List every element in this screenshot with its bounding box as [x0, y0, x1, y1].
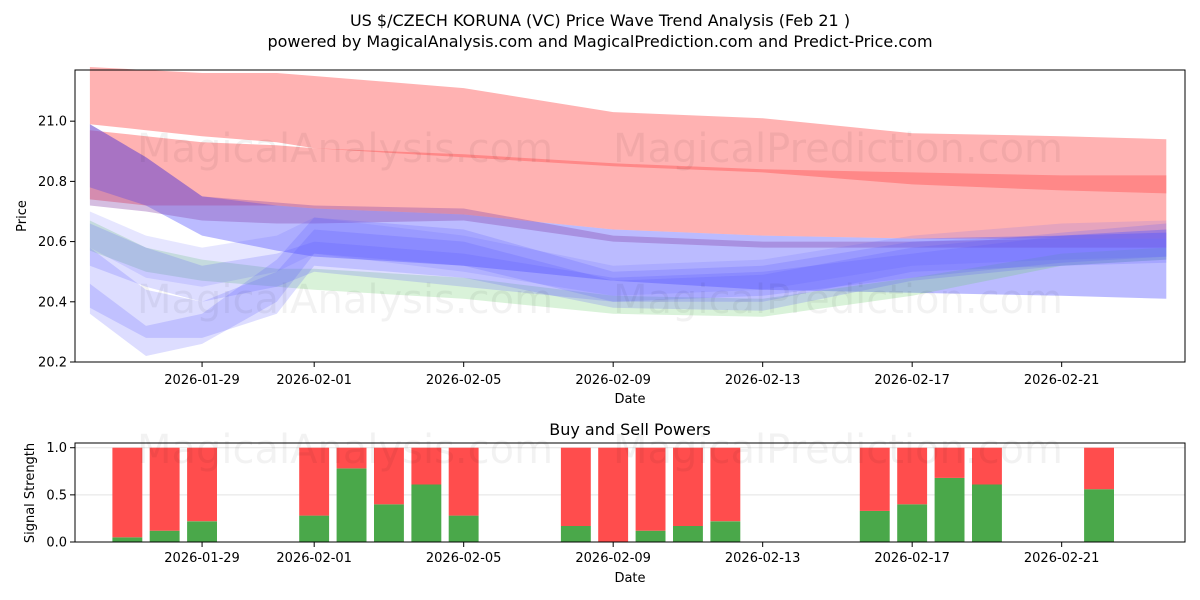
- top-x-axis-label: Date: [614, 392, 645, 407]
- sell-bar: [299, 447, 330, 516]
- top-y-tick-label: 20.4: [38, 295, 67, 310]
- buy-bar: [673, 526, 703, 542]
- buy-bar: [149, 530, 180, 542]
- band-purple-mid: [89, 124, 1167, 248]
- top-y-tick-label: 20.6: [38, 235, 67, 250]
- sell-bar: [897, 447, 928, 505]
- buy-sell-title: Buy and Sell Powers: [549, 420, 711, 439]
- buy-bar: [336, 468, 367, 542]
- sell-bar: [112, 447, 143, 538]
- sell-bar: [859, 447, 890, 511]
- sell-bar: [1084, 447, 1114, 490]
- band-blue-5: [89, 211, 1167, 296]
- sell-bar: [972, 447, 1002, 485]
- sell-bar: [149, 447, 180, 531]
- band-red-lower: [89, 130, 1167, 239]
- bottom-x-axis-label: Date: [614, 571, 645, 586]
- bottom-x-tick-label: 2026-02-01: [276, 551, 352, 566]
- buy-bar: [897, 504, 928, 542]
- top-y-axis-label: Price: [15, 200, 30, 232]
- top-x-axis: 2026-01-29 2026-02-01 2026-02-05 2026-02-09…: [164, 362, 1099, 388]
- bottom-x-tick-label: 2026-02-13: [725, 551, 801, 566]
- watermark-analysis-lower: MagicalAnalysis.com: [137, 277, 553, 323]
- top-x-tick-label: 2026-02-17: [874, 373, 950, 388]
- top-y-tick-label: 20.2: [38, 356, 67, 371]
- buy-bar: [560, 526, 591, 542]
- buy-bar: [448, 515, 479, 542]
- sell-bar: [710, 447, 741, 522]
- bottom-x-tick-label: 2026-02-09: [575, 551, 651, 566]
- sell-bar: [934, 447, 965, 478]
- buy-bar: [411, 484, 442, 542]
- buy-bar: [112, 537, 143, 542]
- bottom-y-tick-label: 0.0: [46, 536, 67, 551]
- bottom-x-tick-label: 2026-01-29: [164, 551, 240, 566]
- watermark-analysis-bottom: MagicalAnalysis.com: [137, 427, 553, 473]
- chart-subtitle: powered by MagicalAnalysis.com and Magic…: [267, 32, 932, 51]
- sell-bar: [374, 447, 404, 505]
- sell-bar: [673, 447, 703, 526]
- buy-bar: [859, 510, 890, 542]
- chart-title: US $/CZECH KORUNA (VC) Price Wave Trend …: [350, 11, 850, 30]
- bottom-x-tick-label: 2026-02-05: [426, 551, 502, 566]
- bottom-plot-frame: [74, 442, 1186, 543]
- top-x-tick-label: 2026-02-05: [426, 373, 502, 388]
- buy-bar: [187, 521, 217, 542]
- buy-bar: [635, 530, 666, 542]
- top-x-tick-label: 2026-02-21: [1024, 373, 1100, 388]
- buy-sell-chart: Buy and Sell Powers MagicalAnalysis.com …: [23, 420, 1186, 586]
- sell-bar: [635, 447, 666, 531]
- watermark-prediction-lower: MagicalPrediction.com: [613, 277, 1063, 323]
- bottom-x-tick-label: 2026-02-17: [874, 551, 950, 566]
- watermark-prediction-upper: MagicalPrediction.com: [613, 126, 1063, 172]
- sell-bar: [187, 447, 217, 522]
- sell-bar: [448, 447, 479, 516]
- band-blue-2: [89, 223, 1167, 302]
- top-y-tick-label: 20.8: [38, 175, 67, 190]
- band-blue-4: [89, 217, 1167, 356]
- buy-bar: [972, 484, 1002, 542]
- buy-bar: [374, 504, 404, 542]
- price-band-chart: MagicalAnalysis.com MagicalPrediction.co…: [15, 67, 1186, 407]
- top-watermarks: MagicalAnalysis.com MagicalPrediction.co…: [137, 126, 1063, 323]
- sell-bar: [560, 447, 591, 526]
- top-x-tick-label: 2026-02-09: [575, 373, 651, 388]
- sell-bar: [336, 447, 367, 469]
- band-blue-long: [89, 124, 1167, 299]
- bottom-y-axis: 0.0 0.5 1.0: [46, 441, 75, 551]
- buy-sell-bars: [112, 447, 1114, 542]
- bottom-x-tick-label: 2026-02-21: [1024, 551, 1100, 566]
- top-x-tick-label: 2026-02-13: [725, 373, 801, 388]
- bottom-watermarks: MagicalAnalysis.com MagicalPrediction.co…: [137, 427, 1063, 473]
- sell-bar: [411, 447, 442, 485]
- buy-bar: [934, 477, 965, 542]
- price-bands: [89, 67, 1167, 356]
- watermark-analysis-upper: MagicalAnalysis.com: [137, 126, 553, 172]
- top-x-tick-label: 2026-02-01: [276, 373, 352, 388]
- bottom-y-tick-label: 0.5: [46, 488, 67, 503]
- band-blue-3: [89, 223, 1167, 338]
- buy-bar: [710, 521, 741, 542]
- buy-bar: [299, 515, 330, 542]
- buy-bar: [1084, 489, 1114, 542]
- bottom-y-tick-label: 1.0: [46, 441, 67, 456]
- band-green: [89, 220, 1167, 317]
- bottom-x-axis: 2026-01-29 2026-02-01 2026-02-05 2026-02-09…: [164, 542, 1099, 566]
- watermark-prediction-bottom: MagicalPrediction.com: [613, 427, 1063, 473]
- sell-bar: [598, 447, 629, 542]
- top-y-axis: 20.2 20.4 20.6 20.8 21.0: [38, 115, 75, 371]
- top-x-tick-label: 2026-01-29: [164, 373, 240, 388]
- bottom-y-axis-label: Signal Strength: [23, 443, 38, 543]
- top-plot-frame: [74, 69, 1186, 363]
- top-y-tick-label: 21.0: [38, 115, 67, 130]
- band-red-upper: [89, 67, 1167, 194]
